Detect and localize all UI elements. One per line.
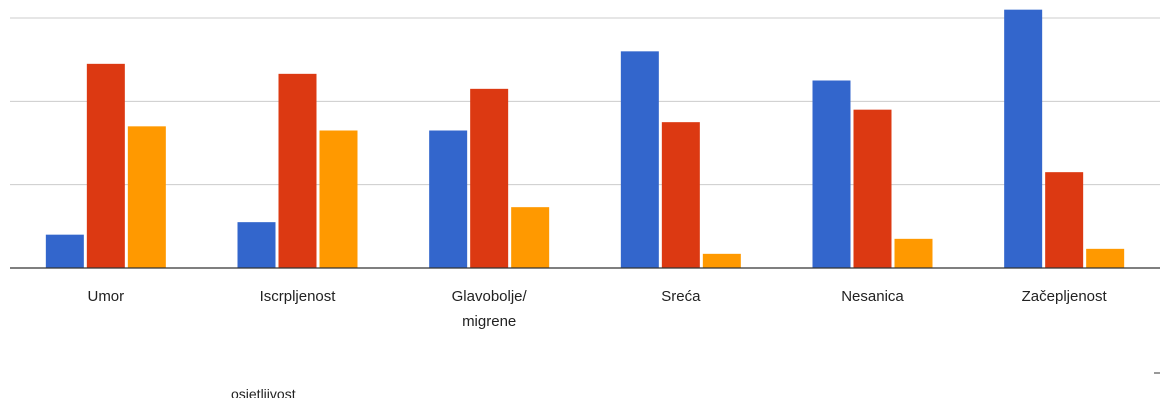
- bar-1-1: [278, 73, 317, 268]
- bar-0-1: [86, 63, 125, 269]
- bar-4-2: [894, 238, 933, 268]
- grid-lines: [10, 17, 1160, 186]
- x-tick-label: Začepljenost: [1022, 288, 1108, 305]
- bar-5-2: [1086, 248, 1125, 268]
- x-tick-label: Iscrpljenost: [260, 288, 337, 305]
- bar-3-0: [620, 51, 659, 269]
- bars: [45, 9, 1125, 269]
- bar-4-0: [812, 80, 851, 268]
- partial-label: osjetljivost: [231, 386, 296, 398]
- x-tick-label: Sreća: [661, 288, 701, 305]
- bar-4-1: [853, 109, 892, 269]
- x-tick-label: Umor: [87, 288, 124, 305]
- bar-2-0: [429, 130, 468, 268]
- bar-1-2: [319, 130, 358, 268]
- bar-0-2: [127, 126, 166, 268]
- bar-5-1: [1045, 172, 1084, 268]
- x-tick-label: Glavobolje/migrene: [452, 288, 528, 330]
- bar-3-1: [661, 122, 700, 269]
- bar-0-0: [45, 234, 84, 268]
- bar-2-1: [470, 88, 509, 268]
- bar-1-0: [237, 222, 276, 268]
- bar-2-2: [511, 207, 550, 268]
- bar-3-2: [702, 253, 741, 268]
- x-tick-label: Nesanica: [841, 288, 904, 305]
- bar-5-0: [1004, 9, 1043, 269]
- category-labels: Umor Iscrpljenost Glavobolje/migrene Sreća N…: [87, 288, 1107, 330]
